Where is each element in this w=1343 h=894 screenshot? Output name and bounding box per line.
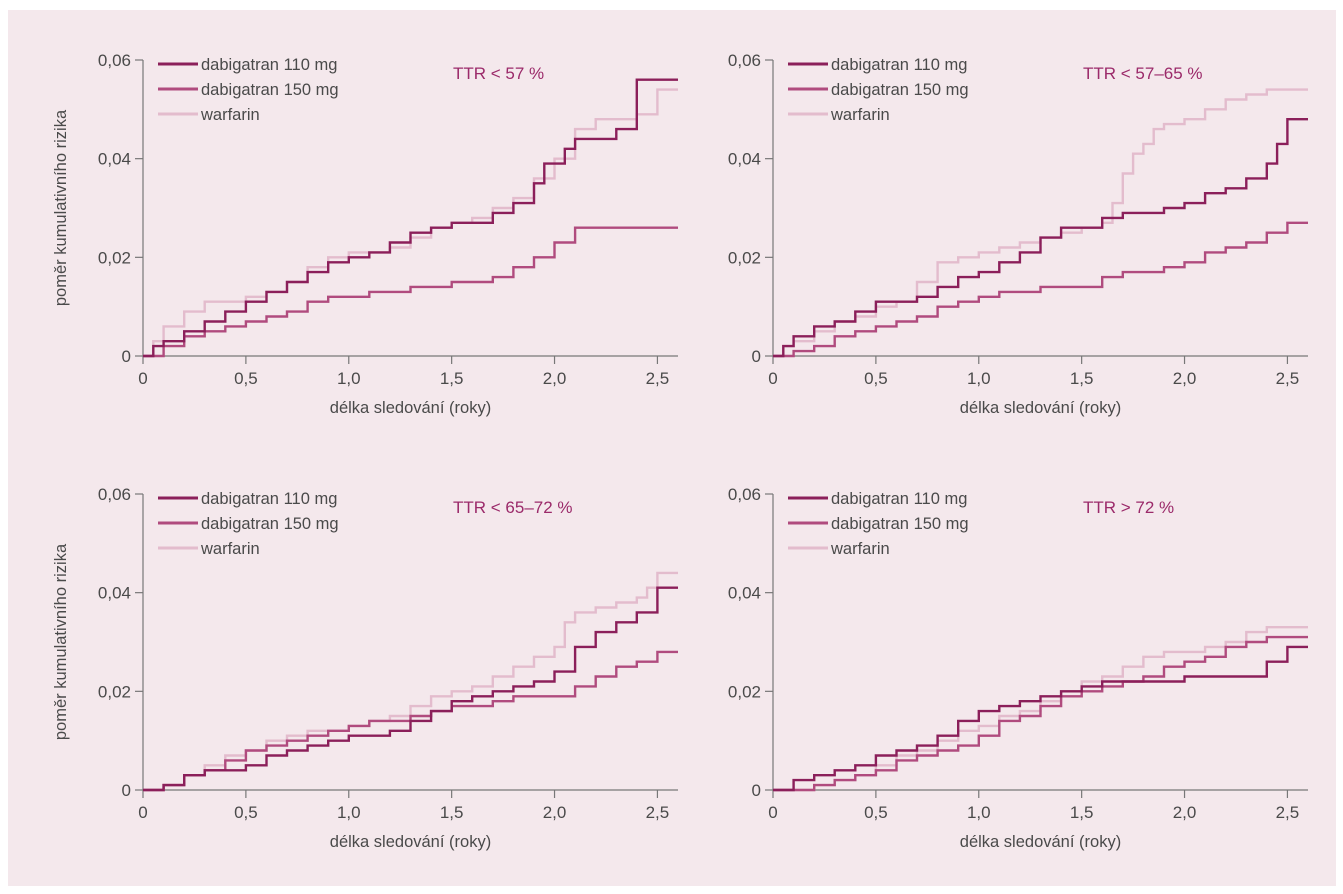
x-tick-label: 2,0 <box>543 369 567 388</box>
x-tick-label: 0,5 <box>234 369 258 388</box>
x-tick-label: 1,0 <box>337 369 361 388</box>
x-tick-label: 1,0 <box>337 803 361 822</box>
x-tick-label: 0 <box>138 369 147 388</box>
y-tick-label: 0,06 <box>98 485 131 504</box>
panel-title: TTR < 65–72 % <box>453 498 573 517</box>
y-tick-label: 0 <box>122 347 131 366</box>
y-tick-label: 0,02 <box>728 248 761 267</box>
y-axis-title: poměr kumulativního rizika <box>52 109 70 306</box>
y-tick-label: 0,02 <box>728 682 761 701</box>
x-tick-label: 2,0 <box>543 803 567 822</box>
legend-label: dabigatran 110 mg <box>201 490 337 508</box>
y-tick-label: 0,06 <box>728 51 761 70</box>
x-tick-label: 2,5 <box>646 803 670 822</box>
y-tick-label: 0,04 <box>728 584 761 603</box>
series-line-dabigatran-110-mg <box>143 588 678 790</box>
figure-background: 0 0,02 0,04 0,06 0 0,5 1,0 1,5 2,0 2,5 délka sledo… <box>8 10 1336 886</box>
series-line-dabigatran-110-mg <box>773 647 1308 790</box>
legend-label: dabigatran 150 mg <box>831 81 969 99</box>
legend-label: warfarin <box>830 106 890 124</box>
x-tick-label: 2,5 <box>646 369 670 388</box>
y-tick-label: 0,04 <box>98 150 131 169</box>
y-tick-label: 0 <box>752 781 761 800</box>
x-tick-label: 1,5 <box>440 803 464 822</box>
chart-panel-2: 0 0,02 0,04 0,06 0 0,5 1,0 1,5 2,0 2,5 délka sledo… <box>728 51 1308 417</box>
y-tick-label: 0,02 <box>98 682 131 701</box>
y-tick-label: 0,04 <box>728 150 761 169</box>
y-tick-label: 0 <box>752 347 761 366</box>
x-tick-label: 2,0 <box>1173 369 1197 388</box>
legend-label: dabigatran 150 mg <box>201 515 339 533</box>
x-tick-label: 0,5 <box>864 803 888 822</box>
legend-label: dabigatran 150 mg <box>831 515 969 533</box>
x-tick-label: 0 <box>768 803 777 822</box>
x-tick-label: 2,5 <box>1276 803 1300 822</box>
chart-canvas: 0 0,02 0,04 0,06 0 0,5 1,0 1,5 2,0 2,5 délka sledo… <box>8 10 1336 886</box>
series-line-warfarin <box>143 90 678 356</box>
x-tick-label: 1,0 <box>967 803 991 822</box>
chart-panel-1: 0 0,02 0,04 0,06 0 0,5 1,0 1,5 2,0 2,5 délka sledo… <box>52 51 678 417</box>
x-tick-label: 1,0 <box>967 369 991 388</box>
chart-panel-3: 0 0,02 0,04 0,06 0 0,5 1,0 1,5 2,0 2,5 délka sledo… <box>52 485 678 851</box>
x-tick-label: 1,5 <box>1070 369 1094 388</box>
y-tick-label: 0,06 <box>98 51 131 70</box>
x-tick-label: 0,5 <box>234 803 258 822</box>
x-axis-title: délka sledování (roky) <box>960 399 1121 417</box>
legend-label: dabigatran 150 mg <box>201 81 339 99</box>
x-tick-label: 2,0 <box>1173 803 1197 822</box>
y-tick-label: 0,04 <box>98 584 131 603</box>
legend-label: dabigatran 110 mg <box>831 490 967 508</box>
y-tick-label: 0,02 <box>98 248 131 267</box>
series-line-dabigatran-110-mg <box>773 119 1308 356</box>
x-axis-title: délka sledování (roky) <box>960 833 1121 851</box>
series-line-warfarin <box>773 90 1308 356</box>
x-tick-label: 0 <box>768 369 777 388</box>
x-tick-label: 1,5 <box>1070 803 1094 822</box>
y-tick-label: 0 <box>122 781 131 800</box>
x-tick-label: 1,5 <box>440 369 464 388</box>
y-axis-title: poměr kumulativního rizika <box>52 543 70 740</box>
panel-title: TTR < 57 % <box>453 64 544 83</box>
legend-label: dabigatran 110 mg <box>831 56 967 74</box>
panel-title: TTR < 57–65 % <box>1083 64 1203 83</box>
x-tick-label: 0 <box>138 803 147 822</box>
x-axis-title: délka sledování (roky) <box>330 399 491 417</box>
series-line-warfarin <box>143 573 678 790</box>
legend-label: dabigatran 110 mg <box>201 56 337 74</box>
y-tick-label: 0,06 <box>728 485 761 504</box>
x-tick-label: 2,5 <box>1276 369 1300 388</box>
chart-panel-4: 0 0,02 0,04 0,06 0 0,5 1,0 1,5 2,0 2,5 délka sledo… <box>728 485 1308 851</box>
series-line-dabigatran-150-mg <box>773 637 1308 790</box>
panel-title: TTR > 72 % <box>1083 498 1174 517</box>
legend-label: warfarin <box>200 106 260 124</box>
x-axis-title: délka sledování (roky) <box>330 833 491 851</box>
legend-label: warfarin <box>200 540 260 558</box>
x-tick-label: 0,5 <box>864 369 888 388</box>
legend-label: warfarin <box>830 540 890 558</box>
